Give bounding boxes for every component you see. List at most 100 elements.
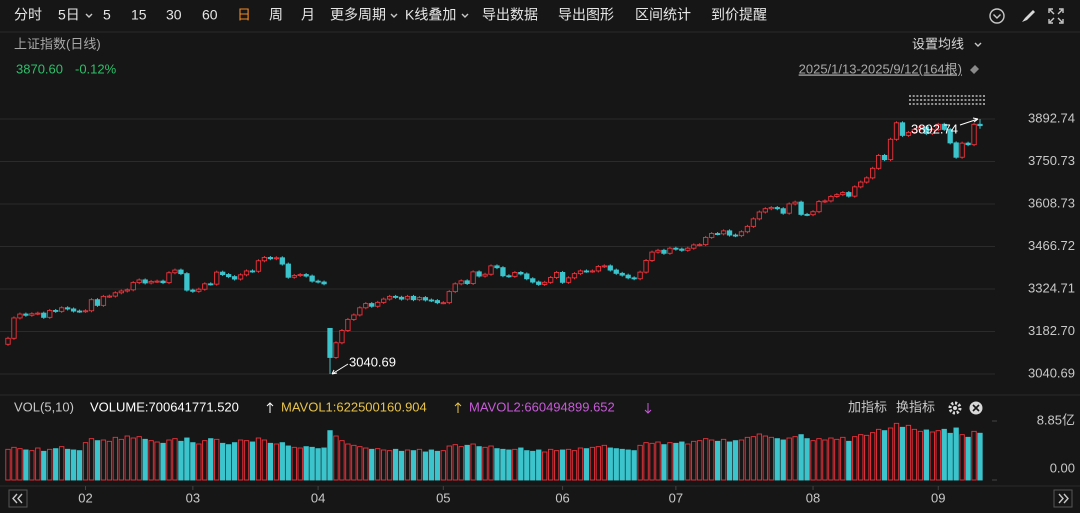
- x-tick-label: 02: [78, 490, 92, 505]
- x-axis: 02 03 04 05 06 07 08 09: [78, 486, 945, 505]
- candle-body: [887, 138, 894, 161]
- toolbar: 分时 5日 5 15 30 60 日 周 月 更多周期 K线叠加 导出数据 导出…: [0, 7, 1080, 33]
- volume-bar: [935, 430, 941, 481]
- candle-body: [905, 131, 912, 136]
- volume-bar: [667, 442, 673, 481]
- volume-bar: [577, 447, 584, 481]
- candle-body: [643, 260, 649, 273]
- candle-body: [279, 257, 285, 265]
- candle-body: [750, 218, 757, 227]
- candle-body: [202, 283, 208, 290]
- candle-body: [82, 310, 89, 313]
- toolbar-item[interactable]: 30: [166, 7, 182, 23]
- candle-body: [392, 295, 399, 298]
- volume-bar: [220, 442, 226, 481]
- candle-body: [23, 313, 29, 316]
- volume-bar: [428, 449, 435, 481]
- x-tick-label: 06: [555, 490, 569, 505]
- volume-bar: [673, 442, 679, 481]
- switch-indicator[interactable]: 换指标: [896, 399, 935, 414]
- indicator-value: MAVOL2:660494899.652: [469, 399, 615, 414]
- volume-bar: [148, 440, 154, 481]
- volume-bar: [76, 450, 83, 481]
- candle-body: [249, 270, 256, 273]
- volume-bar: [273, 443, 279, 481]
- candle-body: [703, 236, 709, 246]
- candle-body: [243, 270, 250, 276]
- toolbar-item[interactable]: 分时: [14, 7, 42, 23]
- candle-body: [613, 269, 619, 274]
- draw-button[interactable]: [1022, 10, 1035, 22]
- close-button[interactable]: [969, 401, 983, 415]
- volume-bar: [685, 443, 691, 481]
- candle-body: [840, 192, 846, 196]
- candle-body: [673, 247, 679, 250]
- scroll-left[interactable]: [8, 489, 28, 508]
- toolbar-item[interactable]: 15: [131, 7, 147, 23]
- candle-body: [923, 126, 929, 135]
- candle-body: [261, 257, 268, 262]
- candle-body: [309, 275, 315, 282]
- volume-bar: [94, 440, 101, 481]
- candle-body: [106, 295, 113, 298]
- toolbar-item[interactable]: 到价提醒: [711, 7, 767, 23]
- add-indicator[interactable]: 加指标: [848, 399, 887, 414]
- candle-body: [35, 312, 41, 315]
- volume-bar: [840, 436, 846, 481]
- toolbar-item[interactable]: 更多周期: [330, 7, 386, 23]
- toolbar-item[interactable]: 导出图形: [558, 7, 614, 23]
- toolbar-item[interactable]: 导出数据: [482, 7, 538, 23]
- volume-bar: [392, 448, 399, 481]
- volume-bar: [243, 440, 250, 481]
- candle-body: [720, 230, 727, 235]
- fullscreen-button[interactable]: [1048, 8, 1064, 24]
- candle-body: [601, 265, 607, 268]
- candle-body: [959, 142, 965, 158]
- candle-body: [351, 314, 357, 320]
- toolbar-item[interactable]: 5: [103, 7, 111, 23]
- candle-body: [404, 295, 411, 300]
- volume-bar: [285, 445, 291, 481]
- candle-body: [798, 201, 804, 215]
- volume-bar: [398, 450, 405, 481]
- toolbar-item[interactable]: K线叠加: [405, 7, 456, 23]
- toolbar-item[interactable]: 60: [202, 7, 218, 23]
- candle-body: [828, 195, 834, 202]
- price-panel: 3040.69 3182.70 3324.71 3466.72 3608.73 3750.…: [0, 110, 1075, 380]
- ma-settings[interactable]: 设置均线: [912, 36, 964, 51]
- candle-body: [631, 277, 637, 280]
- toolbar-item[interactable]: 周: [269, 7, 283, 23]
- volume-bar: [225, 444, 232, 481]
- volume-bar: [5, 448, 11, 481]
- candle-body: [273, 257, 279, 260]
- candle-body: [452, 283, 458, 293]
- collapse-button[interactable]: [989, 8, 1005, 24]
- toolbar-item-active[interactable]: 日: [237, 7, 251, 23]
- candle-body: [124, 289, 130, 292]
- candle-body: [339, 330, 345, 344]
- volume-bar: [190, 442, 196, 481]
- candle-body: [220, 271, 226, 275]
- pin-icon[interactable]: [968, 65, 979, 76]
- toolbar-item[interactable]: 5日: [58, 7, 80, 23]
- volume-bar: [82, 442, 89, 481]
- toolbar-item[interactable]: 区间统计: [635, 7, 691, 23]
- volume-bar: [404, 449, 411, 481]
- volume-bar: [679, 441, 685, 481]
- candle-body: [196, 288, 202, 292]
- volume-bar: [476, 446, 482, 481]
- candle-body: [565, 277, 572, 283]
- candle-body: [738, 231, 745, 237]
- candle-body: [59, 307, 65, 312]
- scroll-right[interactable]: [1053, 489, 1073, 508]
- volume-bar: [864, 434, 870, 481]
- candle-body: [685, 247, 691, 251]
- volume-bar: [345, 443, 351, 481]
- date-range[interactable]: 2025/1/13-2025/9/12(164根): [799, 61, 962, 76]
- candle-body: [148, 280, 154, 284]
- candle-body: [846, 192, 852, 197]
- candle-body: [130, 282, 136, 291]
- toolbar-item[interactable]: 月: [301, 7, 315, 23]
- settings-button[interactable]: [948, 401, 962, 415]
- low-label: 3040.69: [349, 354, 396, 369]
